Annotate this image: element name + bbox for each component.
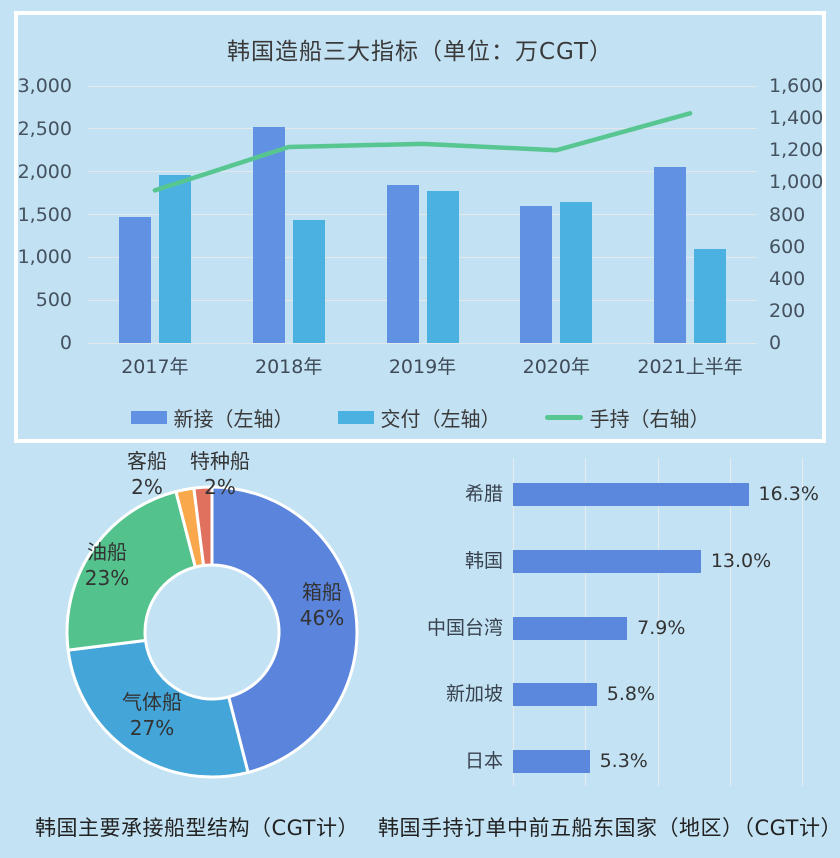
y-axis-left-tick: 0: [59, 332, 72, 354]
share-value-label: 5.3%: [599, 750, 648, 773]
orderbook-trend-line: [152, 111, 693, 193]
y-axis-left-tick: 2,000: [17, 160, 72, 183]
legend-item-deliveries: 交付（左轴）: [337, 403, 501, 432]
new-orders-bar: [118, 217, 151, 343]
donut-slice: [65, 490, 197, 652]
gridline: [88, 256, 757, 258]
share-value-label: 13.0%: [710, 549, 772, 572]
donut-label-gas-carrier: 气体船 27%: [122, 690, 182, 740]
y-axis-right-tick: 1,000: [769, 171, 824, 194]
new-orders-bar: [520, 205, 553, 343]
hbar-chart-title: 韩国手持订单中前五船东国家（地区）（CGT计）: [378, 816, 840, 840]
new-orders-bar: [654, 167, 687, 343]
y-axis-right-tick: 1,200: [769, 139, 824, 162]
country-label: 新加坡: [445, 683, 503, 706]
hbar-gridline: [802, 458, 803, 786]
gridline: [88, 128, 757, 130]
new-orders-bar: [252, 127, 285, 343]
donut-label-passenger-ship: 客船 2%: [127, 449, 167, 499]
share-bar: [513, 683, 597, 707]
y-axis-right-tick: 600: [769, 235, 806, 258]
y-axis-left-tick: 1,500: [17, 203, 72, 226]
donut-chart-title: 韩国主要承接船型结构（CGT计）: [34, 816, 359, 840]
deliveries-bar: [158, 175, 191, 343]
gridline: [88, 214, 757, 215]
country-label: 希腊: [464, 483, 503, 505]
hbar-gridline: [729, 458, 731, 786]
x-axis-label: 2018年: [255, 356, 323, 378]
x-axis-label: 2020年: [522, 356, 590, 378]
x-axis-label: 2019年: [388, 356, 457, 378]
deliveries-bar: [694, 248, 727, 343]
legend-item-new-orders: 新接（左轴）: [130, 403, 294, 432]
gridline: [88, 299, 757, 301]
donut-label-container-ship: 箱船 46%: [299, 580, 345, 630]
gridline: [88, 171, 757, 173]
ship-type-donut-chart: [65, 485, 359, 779]
combo-chart-legend: 新接（左轴） 交付（左轴） 手持（右轴）: [0, 403, 840, 432]
share-bar: [513, 616, 628, 640]
share-bar: [513, 483, 749, 506]
hbar-gridline: [657, 458, 659, 786]
donut-slice: [66, 638, 250, 779]
y-axis-left-tick: 3,000: [17, 75, 72, 97]
share-bar: [513, 549, 701, 573]
donut-label-special-ship: 特种船 2%: [190, 449, 250, 499]
country-label: 中国台湾: [426, 616, 503, 639]
y-axis-right-tick: 0: [769, 332, 782, 354]
country-label: 日本: [464, 750, 503, 773]
deliveries-bar: [560, 201, 593, 343]
legend-item-orderbook: 手持（右轴）: [544, 403, 710, 432]
y-axis-right-tick: 1,400: [769, 107, 824, 130]
orderbook-line-icon: [544, 415, 583, 420]
new-orders-swatch-icon: [130, 411, 167, 424]
y-axis-right-tick: 400: [769, 267, 806, 290]
y-axis-right-tick: 200: [769, 299, 806, 322]
gridline: [88, 85, 757, 87]
legend-label-new-orders: 新接（左轴）: [173, 407, 294, 431]
deliveries-swatch-icon: [337, 411, 374, 424]
donut-slice: [210, 485, 359, 774]
deliveries-bar: [426, 191, 459, 343]
y-axis-right-tick: 800: [769, 203, 806, 226]
y-axis-left-tick: 500: [35, 289, 72, 312]
x-axis-label: 2017年: [121, 356, 189, 378]
share-value-label: 5.8%: [606, 683, 656, 706]
share-bar: [513, 750, 590, 774]
donut-slice: [192, 485, 214, 568]
donut-label-tanker: 油船 23%: [84, 540, 130, 590]
share-value-label: 16.3%: [758, 483, 819, 505]
country-label: 韩国: [464, 549, 503, 572]
y-axis-left-tick: 1,000: [17, 246, 72, 269]
legend-label-orderbook: 手持（右轴）: [589, 407, 710, 431]
share-value-label: 7.9%: [637, 616, 686, 639]
trend-line-path: [152, 111, 693, 193]
y-axis-left-tick: 2,500: [17, 117, 72, 140]
deliveries-bar: [292, 219, 325, 343]
gridline: [88, 342, 757, 344]
legend-label-deliveries: 交付（左轴）: [380, 407, 501, 431]
x-axis-label: 2021上半年: [637, 356, 743, 378]
combo-chart-title: 韩国造船三大指标（单位：万CGT）: [226, 39, 614, 65]
new-orders-bar: [386, 185, 419, 343]
y-axis-right-tick: 1,600: [769, 75, 824, 97]
